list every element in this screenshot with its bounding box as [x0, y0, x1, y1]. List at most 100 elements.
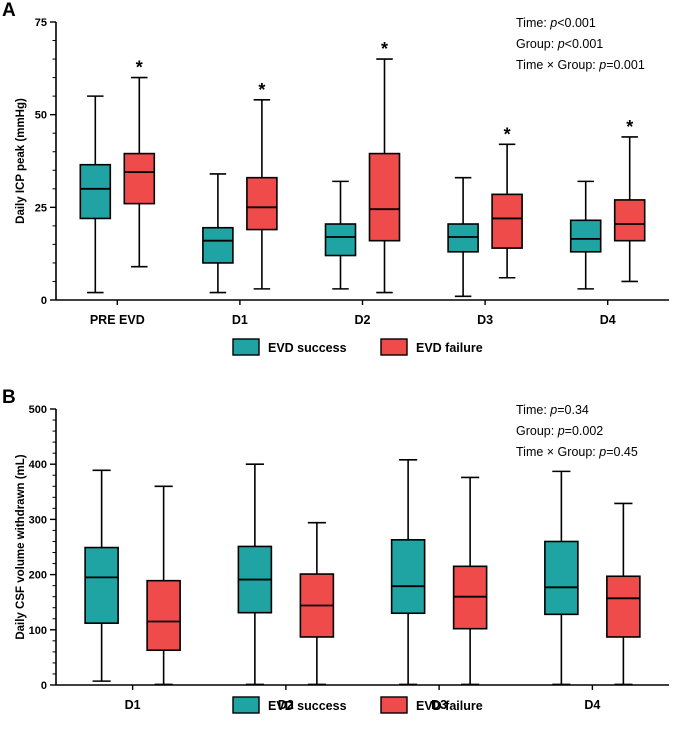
iqr-box [246, 176, 278, 231]
chart-panel-a: A 0 25 50 75 Daily ICP peak (mmHg) PRE EVD D1 D2… [2, 0, 669, 356]
stat-p-symbol: p [549, 16, 557, 30]
iqr-box [146, 579, 181, 652]
stat-annotation: Time × Group: p=0.45 [516, 445, 638, 459]
legend: EVD success EVD failure [232, 696, 483, 714]
chart-panel-b: B 0 100 200 300 400 500 Daily CSF volume withdr… [2, 387, 669, 714]
x-tick-label: D4 [600, 313, 616, 327]
y-tick-label: 100 [29, 625, 47, 637]
stat-value: <0.001 [557, 16, 596, 30]
iqr-box [79, 163, 112, 220]
box-plot: * [123, 58, 156, 268]
stat-prefix: Time × Group: [516, 445, 599, 459]
y-tick-label: 75 [35, 17, 47, 29]
stat-prefix: Time: [516, 403, 550, 417]
box-plot [452, 476, 488, 686]
box-plot [447, 176, 479, 298]
x-tick-label: D3 [431, 698, 447, 712]
y-axis-label: Daily CSF volume withdrawn (mL) [15, 454, 27, 639]
x-tick-label: D1 [125, 698, 141, 712]
y-tick-label: 0 [41, 295, 47, 307]
iqr-box [613, 199, 646, 242]
stat-value: =0.002 [565, 424, 604, 438]
iqr-box [84, 546, 119, 624]
legend-swatch [380, 696, 408, 714]
iqr-box [447, 223, 479, 253]
x-tick-label: D3 [477, 313, 493, 327]
y-axis-label: Daily ICP peak (mmHg) [15, 98, 27, 224]
stat-value: <0.001 [565, 37, 604, 51]
significance-star: * [258, 80, 265, 100]
box-plot: * [246, 80, 278, 290]
box-plot [569, 180, 602, 290]
iqr-box [606, 575, 641, 638]
y-tick-label: 50 [35, 110, 47, 122]
iqr-box [390, 539, 426, 615]
box-plot [324, 180, 357, 290]
legend-label: EVD success [268, 341, 347, 355]
stat-value: =0.001 [606, 58, 645, 72]
significance-star: * [504, 124, 511, 144]
stat-p-symbol: p [549, 403, 557, 417]
stat-annotation: Group: p<0.001 [516, 37, 603, 51]
box-plot [390, 458, 426, 686]
legend-swatch [232, 696, 260, 714]
series-evd-success [79, 95, 602, 298]
iqr-box [491, 193, 523, 249]
x-tick-label: D2 [278, 698, 294, 712]
box-plot [299, 521, 335, 686]
stat-value: =0.45 [606, 445, 638, 459]
iqr-box [569, 219, 602, 253]
x-tick-label: D2 [355, 313, 371, 327]
box-plot: * [491, 124, 523, 279]
stat-p-symbol: p [557, 37, 565, 51]
x-tick-label: D4 [584, 698, 600, 712]
significance-star: * [381, 39, 388, 59]
box-plot [146, 485, 181, 686]
stat-annotation: Time: p=0.34 [516, 403, 589, 417]
legend-label: EVD failure [416, 699, 483, 713]
iqr-box [202, 226, 234, 264]
box-plot: * [368, 39, 401, 294]
legend-swatch [232, 338, 260, 356]
box-plot [202, 173, 234, 294]
stat-annotation: Time: p<0.001 [516, 16, 596, 30]
y-tick-label: 25 [35, 202, 47, 214]
y-tick-label: 200 [29, 570, 47, 582]
box-plot [237, 463, 273, 686]
stat-annotation: Group: p=0.002 [516, 424, 603, 438]
stat-value: =0.34 [557, 403, 589, 417]
x-tick-label: D1 [232, 313, 248, 327]
panel-label: B [2, 387, 16, 408]
box-plot [606, 502, 641, 686]
stat-annotation: Time × Group: p=0.001 [516, 58, 645, 72]
stat-p-symbol: p [598, 58, 606, 72]
box-plot [79, 95, 112, 294]
legend-label: EVD success [268, 699, 347, 713]
stat-prefix: Group: [516, 424, 558, 438]
significance-star: * [626, 117, 633, 137]
y-tick-label: 300 [29, 514, 47, 526]
box-plot: * [613, 117, 646, 283]
x-tick-label: PRE EVD [90, 313, 145, 327]
legend-label: EVD failure [416, 341, 483, 355]
box-plot [544, 470, 579, 686]
iqr-box [544, 540, 579, 616]
series-evd-failure: * * * * * [123, 39, 646, 294]
legend-swatch [380, 338, 408, 356]
series-evd-failure [146, 476, 641, 686]
stat-p-symbol: p [598, 445, 606, 459]
stat-prefix: Group: [516, 37, 558, 51]
stat-p-symbol: p [557, 424, 565, 438]
stat-prefix: Time: [516, 16, 550, 30]
iqr-box [368, 152, 401, 242]
significance-star: * [136, 58, 143, 78]
iqr-box [324, 223, 357, 257]
box-plot [84, 469, 119, 682]
stat-prefix: Time × Group: [516, 58, 599, 72]
panel-label: A [2, 0, 16, 21]
legend: EVD success EVD failure [232, 338, 483, 356]
y-tick-label: 0 [41, 680, 47, 692]
series-evd-success [84, 458, 579, 686]
iqr-box [123, 152, 156, 205]
